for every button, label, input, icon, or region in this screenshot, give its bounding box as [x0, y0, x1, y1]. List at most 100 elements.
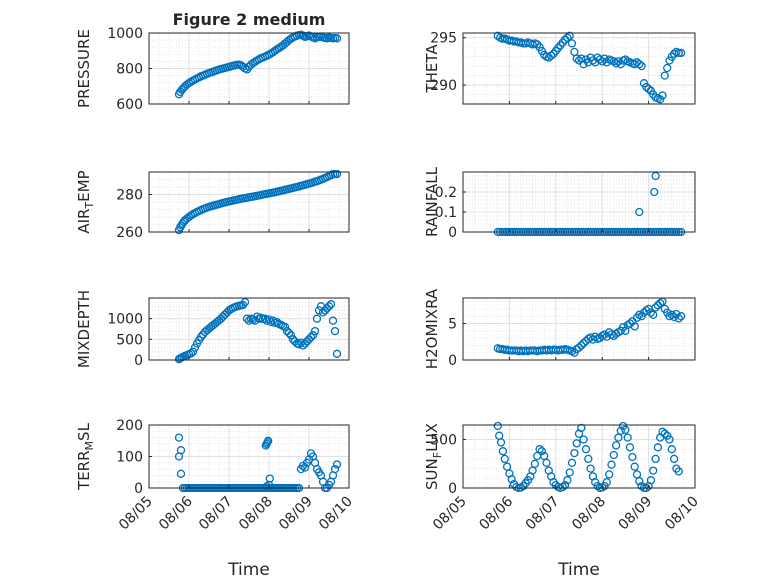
data-point — [240, 297, 250, 307]
y-tick-label: 500 — [430, 433, 457, 449]
data-point — [674, 314, 683, 323]
y-tick-label: 800 — [116, 62, 143, 78]
y-tick-label: 1000 — [107, 26, 143, 42]
y-axis-label: AIRTEMP — [75, 170, 96, 233]
data-point — [650, 187, 659, 197]
y-tick-label: 0.2 — [435, 185, 457, 201]
data-point — [567, 458, 577, 467]
data-point — [616, 426, 625, 435]
data-point — [493, 421, 502, 431]
data-point — [572, 54, 581, 63]
data-point — [312, 314, 322, 323]
y-axis-label: PRESSURE — [75, 29, 93, 108]
data-point — [676, 48, 686, 58]
data-point — [190, 343, 200, 352]
y-tick-label: 0.1 — [435, 205, 457, 221]
data-point — [586, 464, 595, 473]
data-point — [330, 326, 340, 336]
y-tick-label: 200 — [116, 418, 143, 434]
data-point — [621, 425, 630, 434]
data-point — [660, 429, 669, 438]
data-point — [658, 91, 667, 100]
y-tick-label: 100 — [116, 450, 143, 466]
data-point — [630, 322, 639, 331]
subplot-3: 260 280 AIRTEMP — [75, 169, 350, 241]
data-point — [314, 306, 324, 315]
x-axis-label: Time — [227, 560, 270, 580]
y-tick-label: 290 — [430, 78, 457, 94]
axes-frame — [462, 32, 696, 105]
data-point — [609, 450, 618, 460]
data-point — [498, 447, 508, 456]
data-point — [602, 478, 611, 487]
figure-title: Figure 2 medium — [173, 10, 326, 29]
data-point — [653, 443, 663, 452]
data-point — [330, 464, 340, 474]
data-point — [264, 436, 273, 445]
data-point — [646, 476, 656, 485]
data-point — [324, 302, 334, 311]
axes-frame — [462, 171, 696, 233]
data-point — [563, 476, 572, 485]
data-point — [651, 454, 660, 464]
data-point — [574, 343, 584, 352]
data-point — [563, 33, 572, 42]
data-point — [674, 48, 683, 58]
data-point — [572, 439, 581, 448]
data-point — [611, 59, 621, 68]
data-point — [332, 34, 342, 43]
y-tick-label: 500 — [116, 332, 143, 348]
y-tick-label: 0 — [448, 225, 457, 241]
data-point — [500, 454, 509, 464]
data-point — [535, 445, 544, 454]
data-point — [176, 446, 186, 455]
data-point — [507, 475, 516, 484]
data-point — [332, 460, 342, 469]
axes-frame — [148, 297, 350, 361]
data-point — [644, 84, 653, 94]
x-axis-label: Time — [557, 560, 600, 580]
y-tick-label: 0 — [448, 353, 457, 369]
data-point — [284, 328, 294, 338]
data-point — [542, 458, 551, 467]
data-point — [595, 55, 605, 64]
data-point — [174, 433, 184, 442]
data-point — [570, 448, 579, 458]
data-point — [280, 322, 290, 332]
data-point — [262, 482, 271, 491]
data-point — [530, 459, 540, 468]
data-point — [328, 316, 338, 325]
data-point — [308, 331, 318, 340]
y-tick-label: 1000 — [107, 312, 143, 328]
subplot-6: 0 5 H2OMIXRA — [423, 288, 696, 369]
data-point — [605, 470, 614, 479]
data-point — [300, 463, 310, 472]
data-point — [665, 435, 674, 444]
y-tick-label: 0 — [134, 353, 143, 369]
data-point — [630, 462, 639, 471]
data-point — [672, 309, 681, 319]
y-axis-label: TERRMSL — [75, 422, 96, 491]
axes-frame — [462, 424, 696, 489]
data-point — [611, 441, 621, 450]
data-point — [649, 310, 658, 319]
subplot-5: 0 500 1000 MIXDEPTH — [75, 290, 350, 369]
data-point — [649, 466, 658, 475]
data-point — [667, 445, 676, 454]
data-point — [577, 423, 586, 433]
y-axis-label: SUNFLUX — [423, 423, 444, 490]
data-point — [176, 469, 186, 478]
y-axis-label: THETA — [423, 44, 441, 94]
data-point — [663, 63, 672, 73]
data-point — [635, 477, 644, 486]
axes-frame — [462, 297, 696, 361]
data-point — [676, 312, 686, 321]
data-point — [242, 314, 252, 323]
data-point — [332, 349, 342, 358]
y-tick-label: 0 — [134, 481, 143, 497]
data-point — [565, 468, 574, 477]
data-point — [584, 454, 593, 464]
data-point — [560, 480, 570, 490]
data-point — [196, 332, 206, 342]
